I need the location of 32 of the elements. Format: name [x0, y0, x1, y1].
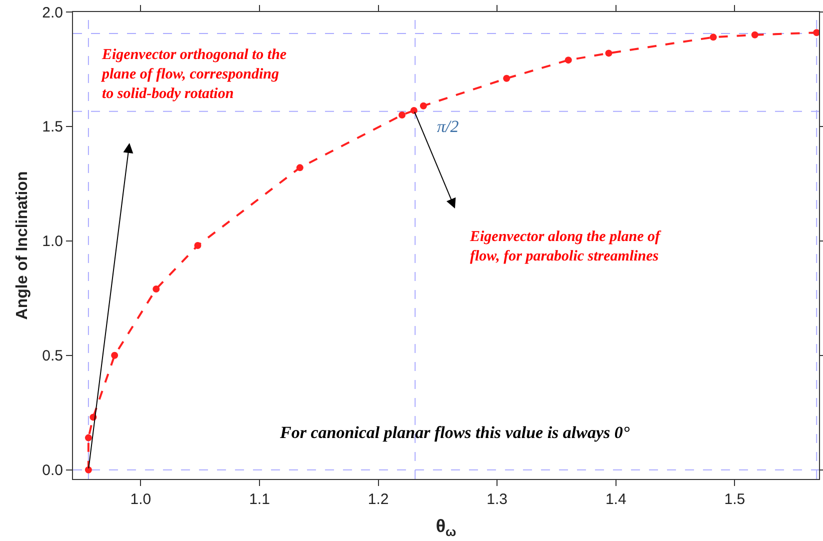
x-axis-title: θ$_{ω}$: [436, 516, 457, 539]
point: [751, 31, 758, 38]
point: [564, 56, 572, 64]
annotation: Eigenvector orthogonal to the plane of flow, corresponding to solid-body rotation: [100, 47, 287, 102]
x-tick-label: 1.4: [605, 491, 626, 508]
x-tick-label: 1.5: [724, 491, 746, 508]
y-tick-label: 2.0: [42, 4, 63, 22]
x-tick-label: 1.2: [368, 491, 389, 508]
point: [84, 466, 92, 474]
point: [398, 112, 406, 119]
point: [296, 164, 304, 172]
point: [420, 102, 427, 110]
y-axis-title: Angle of Inclination: [14, 171, 32, 320]
annotation: For canonical planar flows this value is always 0°: [279, 423, 630, 442]
annotation: Eigenvector along the plane of flow, for parabolic streamlines: [469, 229, 662, 264]
y-tick-label: 0.0: [42, 462, 63, 480]
point: [84, 434, 92, 442]
point: [111, 352, 118, 359]
x-tick-label: 1.1: [249, 491, 270, 508]
y-tick-label: 0.5: [42, 348, 63, 365]
point: [410, 106, 418, 114]
point: [813, 29, 819, 36]
point: [194, 242, 202, 249]
annotation: π/2: [437, 117, 460, 136]
point: [710, 34, 717, 41]
point: [503, 74, 510, 82]
point: [152, 286, 160, 292]
x-tick-label: 1.0: [130, 491, 152, 508]
x-tick-label: 1.3: [486, 491, 508, 508]
y-tick-label: 1.5: [42, 118, 63, 136]
y-tick-label: 1.0: [42, 233, 63, 250]
point: [605, 50, 612, 57]
